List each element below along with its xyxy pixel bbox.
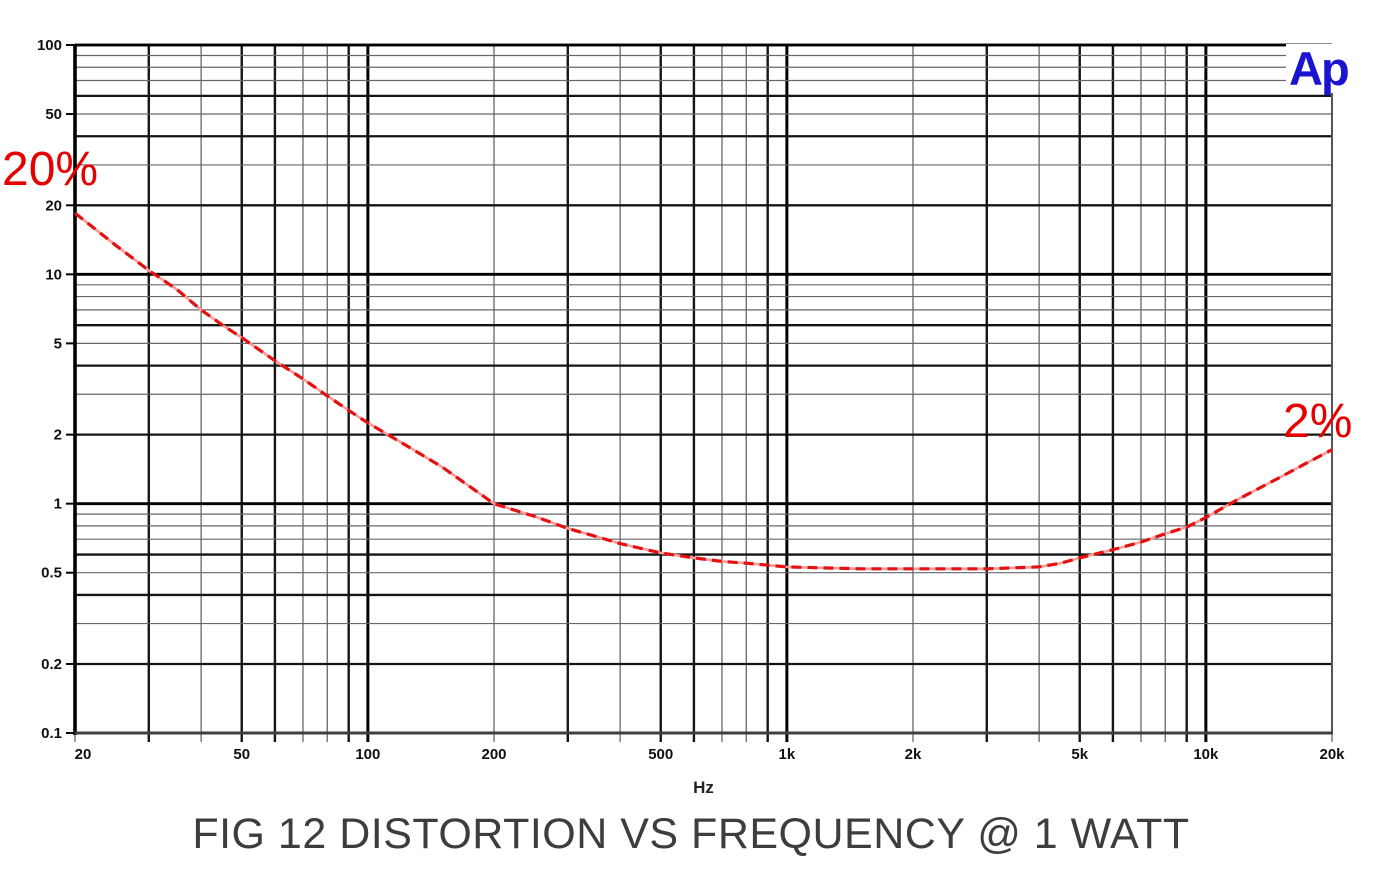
annotation-curve-end-2pct: 2% [1283, 395, 1353, 448]
y-tick-label: 50 [45, 106, 62, 123]
x-tick-label: 500 [648, 746, 673, 763]
x-tick-label: 2k [905, 746, 922, 763]
x-tick-label: 100 [355, 746, 380, 763]
x-tick-label: 10k [1193, 746, 1219, 763]
y-tick-label: 20 [45, 197, 62, 214]
audio-precision-logo: Ap [1286, 44, 1351, 93]
y-tick-label: 100 [37, 37, 62, 54]
axis-border [73, 43, 1333, 735]
y-tick-label: 10 [45, 266, 62, 283]
distortion-curve-underlay [74, 212, 1333, 571]
x-axis-unit-label: Hz [693, 778, 714, 797]
x-tick-labels: 20 50 100 200 500 1k 2k 5k 10k 20k [75, 746, 1346, 763]
annotation-curve-start-20pct: 20% [2, 143, 99, 196]
x-tick-label: 20 [75, 746, 92, 763]
x-tick-label: 1k [779, 746, 796, 763]
y-tick-label: 0.5 [41, 565, 62, 582]
y-tick-label: 1 [54, 496, 62, 513]
grid [74, 43, 1333, 742]
x-tick-label: 200 [481, 746, 506, 763]
y-tick-label: 5 [54, 335, 62, 352]
y-tick-label: 0.1 [41, 725, 62, 742]
x-tick-label: 5k [1071, 746, 1088, 763]
figure-caption: FIG 12 DISTORTION VS FREQUENCY @ 1 WATT [192, 810, 1190, 858]
distortion-curve-dashes [74, 211, 1333, 571]
y-tick-label: 2 [54, 427, 62, 444]
y-tick-label: 0.2 [41, 656, 62, 673]
x-tick-label: 50 [233, 746, 250, 763]
x-tick-label: 20k [1319, 746, 1345, 763]
distortion-curve [74, 211, 1333, 571]
y-tick-labels: 100 50 20 10 5 2 1 0.5 0.2 0.1 [37, 37, 75, 742]
